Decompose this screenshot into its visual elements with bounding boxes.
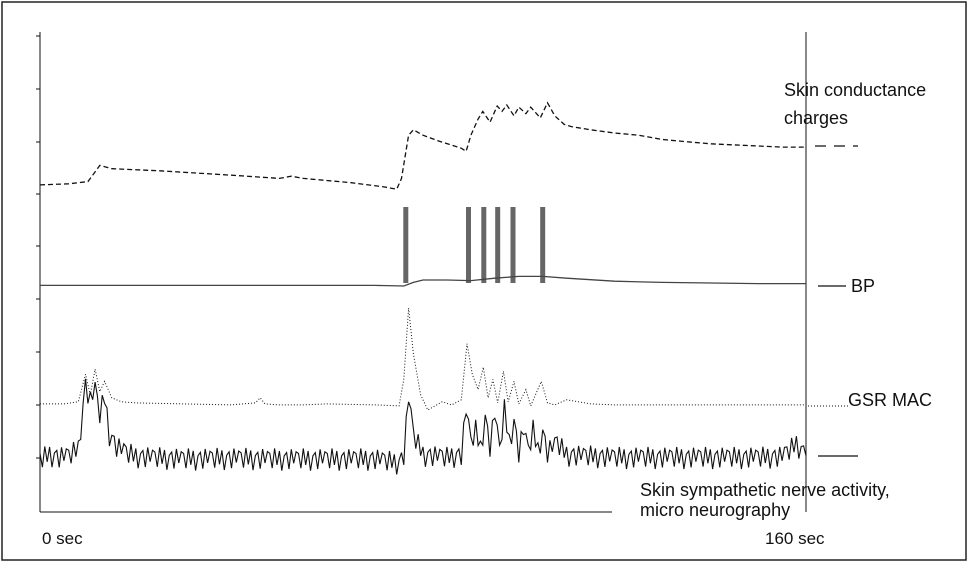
legend-label-gsr: GSR MAC [848,390,932,410]
y-axis-ticks [36,35,40,459]
legend-label-skin-conductance-line2: charges [784,108,848,128]
legend-label-skin-conductance: Skin conductance [784,80,926,100]
bp-pulse-markers [403,207,546,283]
legend-label-bp: BP [851,276,875,296]
bp-pulse-4 [510,207,516,283]
series-bp-line [40,275,806,287]
series-gsr-mac-line [40,307,806,411]
bp-pulse-2 [481,207,487,283]
x-tick-label-start: 0 sec [42,529,83,548]
series-skin-conductance-line [39,101,806,190]
bp-pulse-3 [495,207,501,283]
x-tick-label-end: 160 sec [765,529,825,548]
bp-pulse-1 [466,207,471,283]
legend-label-skin-nerve-line2: micro neurography [640,500,790,520]
bp-pulse-5 [540,207,546,283]
legend-label-skin-nerve: Skin sympathetic nerve activity, [640,480,890,500]
bp-pulse-0 [403,207,409,283]
series-skin-nerve-activity-line [39,378,807,475]
